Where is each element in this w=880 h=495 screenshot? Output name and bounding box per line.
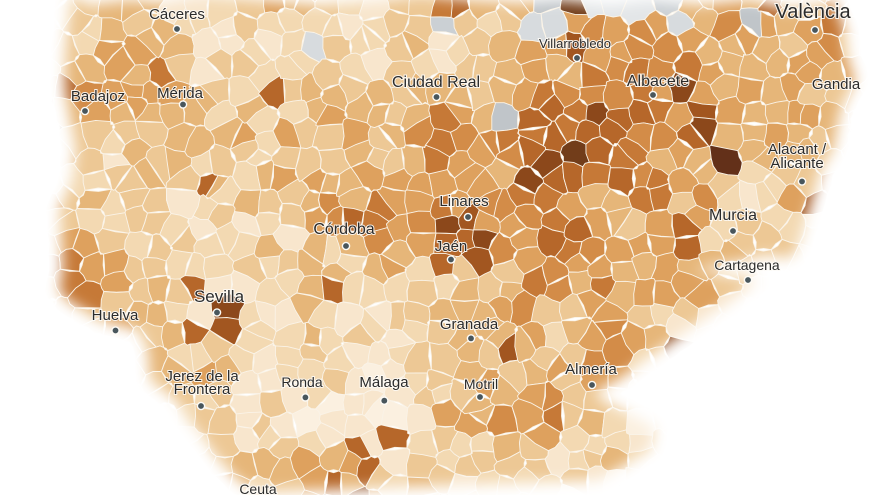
svg-text:València: València xyxy=(775,1,851,23)
svg-text:Albacete: Albacete xyxy=(627,73,689,90)
svg-text:Cartagena: Cartagena xyxy=(714,257,780,273)
svg-text:Ronda: Ronda xyxy=(281,374,322,390)
svg-text:Huelva: Huelva xyxy=(92,307,139,324)
svg-text:Motril: Motril xyxy=(464,376,498,392)
svg-text:Frontera: Frontera xyxy=(174,381,231,398)
svg-text:Murcia: Murcia xyxy=(709,207,757,224)
svg-text:Ciudad Real: Ciudad Real xyxy=(392,74,480,91)
svg-text:Mérida: Mérida xyxy=(157,85,204,102)
svg-text:Sevilla: Sevilla xyxy=(194,287,245,306)
svg-text:Cáceres: Cáceres xyxy=(149,6,205,23)
svg-text:Granada: Granada xyxy=(440,316,499,333)
svg-text:Villarrobledo: Villarrobledo xyxy=(539,36,611,51)
svg-text:Linares: Linares xyxy=(439,193,488,210)
svg-text:Alicante: Alicante xyxy=(770,155,823,172)
svg-text:Gandia: Gandia xyxy=(812,76,861,93)
svg-text:Badajoz: Badajoz xyxy=(71,88,125,105)
svg-text:Ceuta: Ceuta xyxy=(239,481,277,495)
svg-text:Jaén: Jaén xyxy=(435,238,468,255)
svg-text:Almería: Almería xyxy=(565,361,617,378)
svg-text:Córdoba: Córdoba xyxy=(313,221,374,238)
svg-text:Málaga: Málaga xyxy=(359,374,409,391)
